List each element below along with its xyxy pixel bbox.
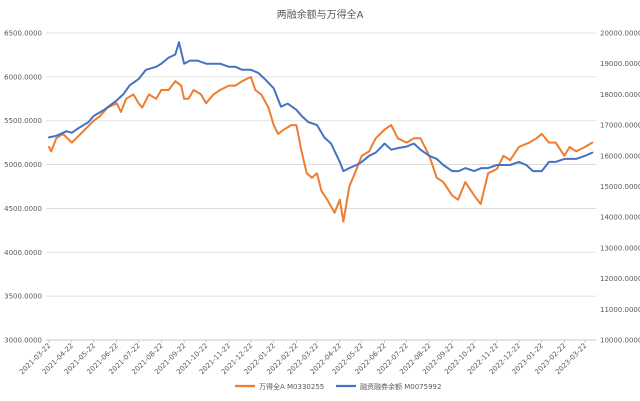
left-tick-label: 4500.0000 — [4, 205, 42, 213]
right-tick-label: 10000.0000 — [600, 337, 640, 345]
right-tick-label: 15000.0000 — [600, 183, 640, 191]
left-tick-label: 6500.0000 — [4, 30, 42, 38]
left-tick-label: 3500.0000 — [4, 293, 42, 301]
right-tick-label: 13000.0000 — [600, 244, 640, 252]
series-lines — [48, 41, 594, 223]
legend-label-wind-a: 万得全A M0330255 — [259, 382, 324, 391]
gridlines — [46, 32, 596, 341]
legend: 万得全A M0330255 融资融券余额 M0075992 — [235, 382, 441, 391]
right-tick-label: 14000.0000 — [600, 214, 640, 222]
left-tick-label: 6000.0000 — [4, 73, 42, 81]
left-tick-label: 4000.0000 — [4, 249, 42, 257]
left-y-axis: 3000.0000 3500.0000 4000.0000 4500.0000 5000… — [4, 30, 42, 345]
right-tick-label: 12000.0000 — [600, 275, 640, 283]
right-y-axis: 10000.0000 11000.0000 12000.0000 13000.0000… — [600, 30, 640, 345]
right-tick-label: 18000.0000 — [600, 91, 640, 99]
right-tick-label: 19000.0000 — [600, 60, 640, 68]
right-tick-label: 17000.0000 — [600, 122, 640, 130]
left-tick-label: 3000.0000 — [4, 337, 42, 345]
series-line-margin-balance — [48, 41, 594, 173]
x-axis: 2021-03-222021-04-222021-05-222021-06-22… — [18, 339, 596, 376]
legend-label-margin-balance: 融资融券余额 M0075992 — [360, 382, 441, 391]
series-line-wind-a — [48, 75, 594, 223]
right-tick-label: 16000.0000 — [600, 152, 640, 160]
left-tick-label: 5000.0000 — [4, 161, 42, 169]
right-tick-label: 20000.0000 — [600, 30, 640, 38]
chart-title: 两融余额与万得全A — [277, 8, 364, 21]
right-tick-label: 11000.0000 — [600, 306, 640, 314]
left-tick-label: 5500.0000 — [4, 117, 42, 125]
